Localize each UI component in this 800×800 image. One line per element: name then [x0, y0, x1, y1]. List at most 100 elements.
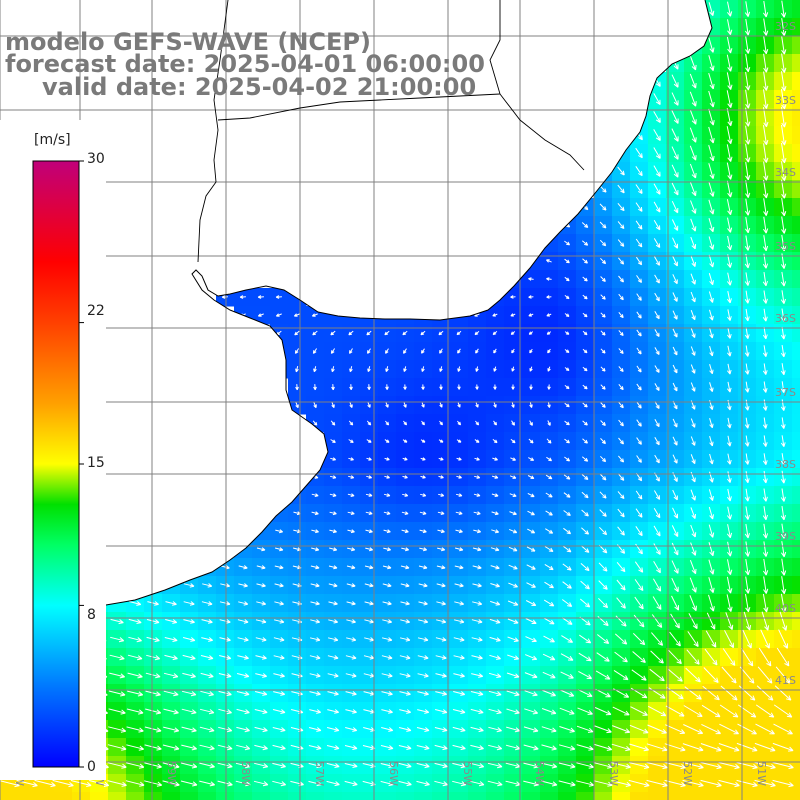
wind-arrow — [708, 577, 715, 594]
wind-arrow — [709, 327, 714, 339]
wind-arrow — [294, 348, 300, 354]
wind-arrow — [652, 596, 662, 610]
wind-arrow — [781, 216, 787, 234]
field-cell — [792, 378, 800, 397]
wind-arrow — [672, 454, 678, 464]
wind-arrow — [274, 565, 284, 570]
wind-arrow — [399, 673, 411, 678]
wind-arrow — [762, 290, 768, 304]
wind-arrow — [762, 308, 768, 322]
wind-arrow — [398, 727, 412, 732]
wind-arrow — [420, 493, 427, 497]
wind-arrow — [545, 510, 553, 516]
wind-arrow — [618, 455, 625, 463]
wind-arrow — [636, 293, 642, 301]
wind-arrow — [562, 599, 573, 607]
wind-arrow — [708, 55, 715, 72]
wind-arrow — [254, 762, 269, 769]
wind-arrow — [562, 545, 572, 553]
wind-arrow — [578, 652, 592, 662]
wind-arrow — [528, 295, 534, 299]
wind-arrow — [690, 382, 696, 392]
wind-arrow — [671, 560, 679, 574]
wind-arrow — [547, 384, 551, 390]
wind-arrow — [773, 704, 793, 718]
wind-arrow — [581, 240, 589, 246]
wind-arrow — [401, 511, 409, 515]
wind-arrow — [421, 420, 425, 426]
wind-arrow — [329, 493, 337, 497]
wind-arrow — [272, 727, 286, 732]
wind-arrow — [70, 780, 92, 787]
wind-arrow — [421, 384, 425, 390]
wind-arrow — [507, 618, 519, 624]
wind-arrow — [744, 506, 750, 520]
wind-arrow — [145, 708, 162, 715]
wind-arrow — [709, 382, 714, 393]
wind-arrow — [689, 91, 697, 107]
colorbar-tick-label: 15 — [87, 455, 105, 471]
wind-arrow — [384, 475, 390, 479]
wind-arrow — [439, 384, 443, 390]
wind-arrow — [727, 363, 732, 375]
wind-arrow — [452, 780, 467, 787]
wind-arrow — [634, 561, 644, 573]
wind-arrow — [634, 596, 644, 610]
wind-arrow — [560, 653, 574, 661]
wind-arrow — [474, 475, 481, 479]
wind-arrow — [628, 779, 650, 788]
field-cell — [234, 792, 253, 800]
wind-arrow — [488, 708, 502, 715]
wind-arrow — [546, 456, 553, 462]
wind-arrow — [781, 198, 787, 217]
wind-arrow — [257, 295, 264, 299]
wind-arrow — [457, 384, 461, 390]
field-cell — [792, 54, 800, 73]
wind-arrow — [763, 576, 769, 594]
wind-arrow — [110, 618, 124, 625]
field-cell — [720, 792, 739, 800]
wind-arrow — [596, 652, 610, 662]
wind-arrow — [528, 457, 535, 461]
field-cell — [792, 594, 800, 613]
wind-arrow — [454, 601, 465, 606]
field-cell — [216, 792, 235, 800]
wind-arrow — [708, 126, 715, 144]
wind-arrow — [255, 673, 268, 678]
wind-arrow — [581, 204, 589, 211]
wind-arrow — [489, 654, 501, 660]
wind-arrow — [654, 329, 660, 338]
wind-arrow — [506, 690, 520, 697]
wind-arrow — [560, 671, 574, 679]
wind-arrow — [635, 526, 643, 537]
wind-arrow — [745, 161, 751, 181]
wind-arrow — [755, 704, 775, 718]
wind-arrow — [708, 594, 715, 612]
wind-arrow — [744, 435, 750, 447]
wind-arrow — [708, 72, 715, 90]
wind-arrow — [653, 525, 661, 537]
wind-arrow — [745, 125, 751, 145]
wind-arrow — [523, 762, 539, 769]
wind-arrow — [564, 420, 570, 426]
wind-arrow — [672, 237, 678, 249]
wind-arrow — [727, 381, 732, 393]
wind-arrow — [398, 780, 412, 787]
wind-arrow — [219, 619, 231, 624]
wind-arrow — [125, 780, 145, 787]
wind-arrow — [309, 637, 321, 642]
wind-arrow — [474, 331, 480, 336]
wind-arrow — [309, 655, 321, 660]
wind-arrow — [346, 601, 356, 606]
wind-arrow — [526, 546, 536, 552]
wind-arrow — [107, 744, 127, 751]
wind-arrow — [275, 313, 282, 317]
wind-arrow — [762, 506, 768, 521]
wind-arrow — [635, 220, 643, 230]
wind-arrow — [491, 511, 499, 516]
wind-arrow — [726, 108, 733, 127]
wind-arrow — [125, 762, 145, 769]
wind-arrow — [348, 439, 354, 443]
wind-arrow — [636, 455, 642, 463]
wind-arrow — [417, 655, 429, 660]
